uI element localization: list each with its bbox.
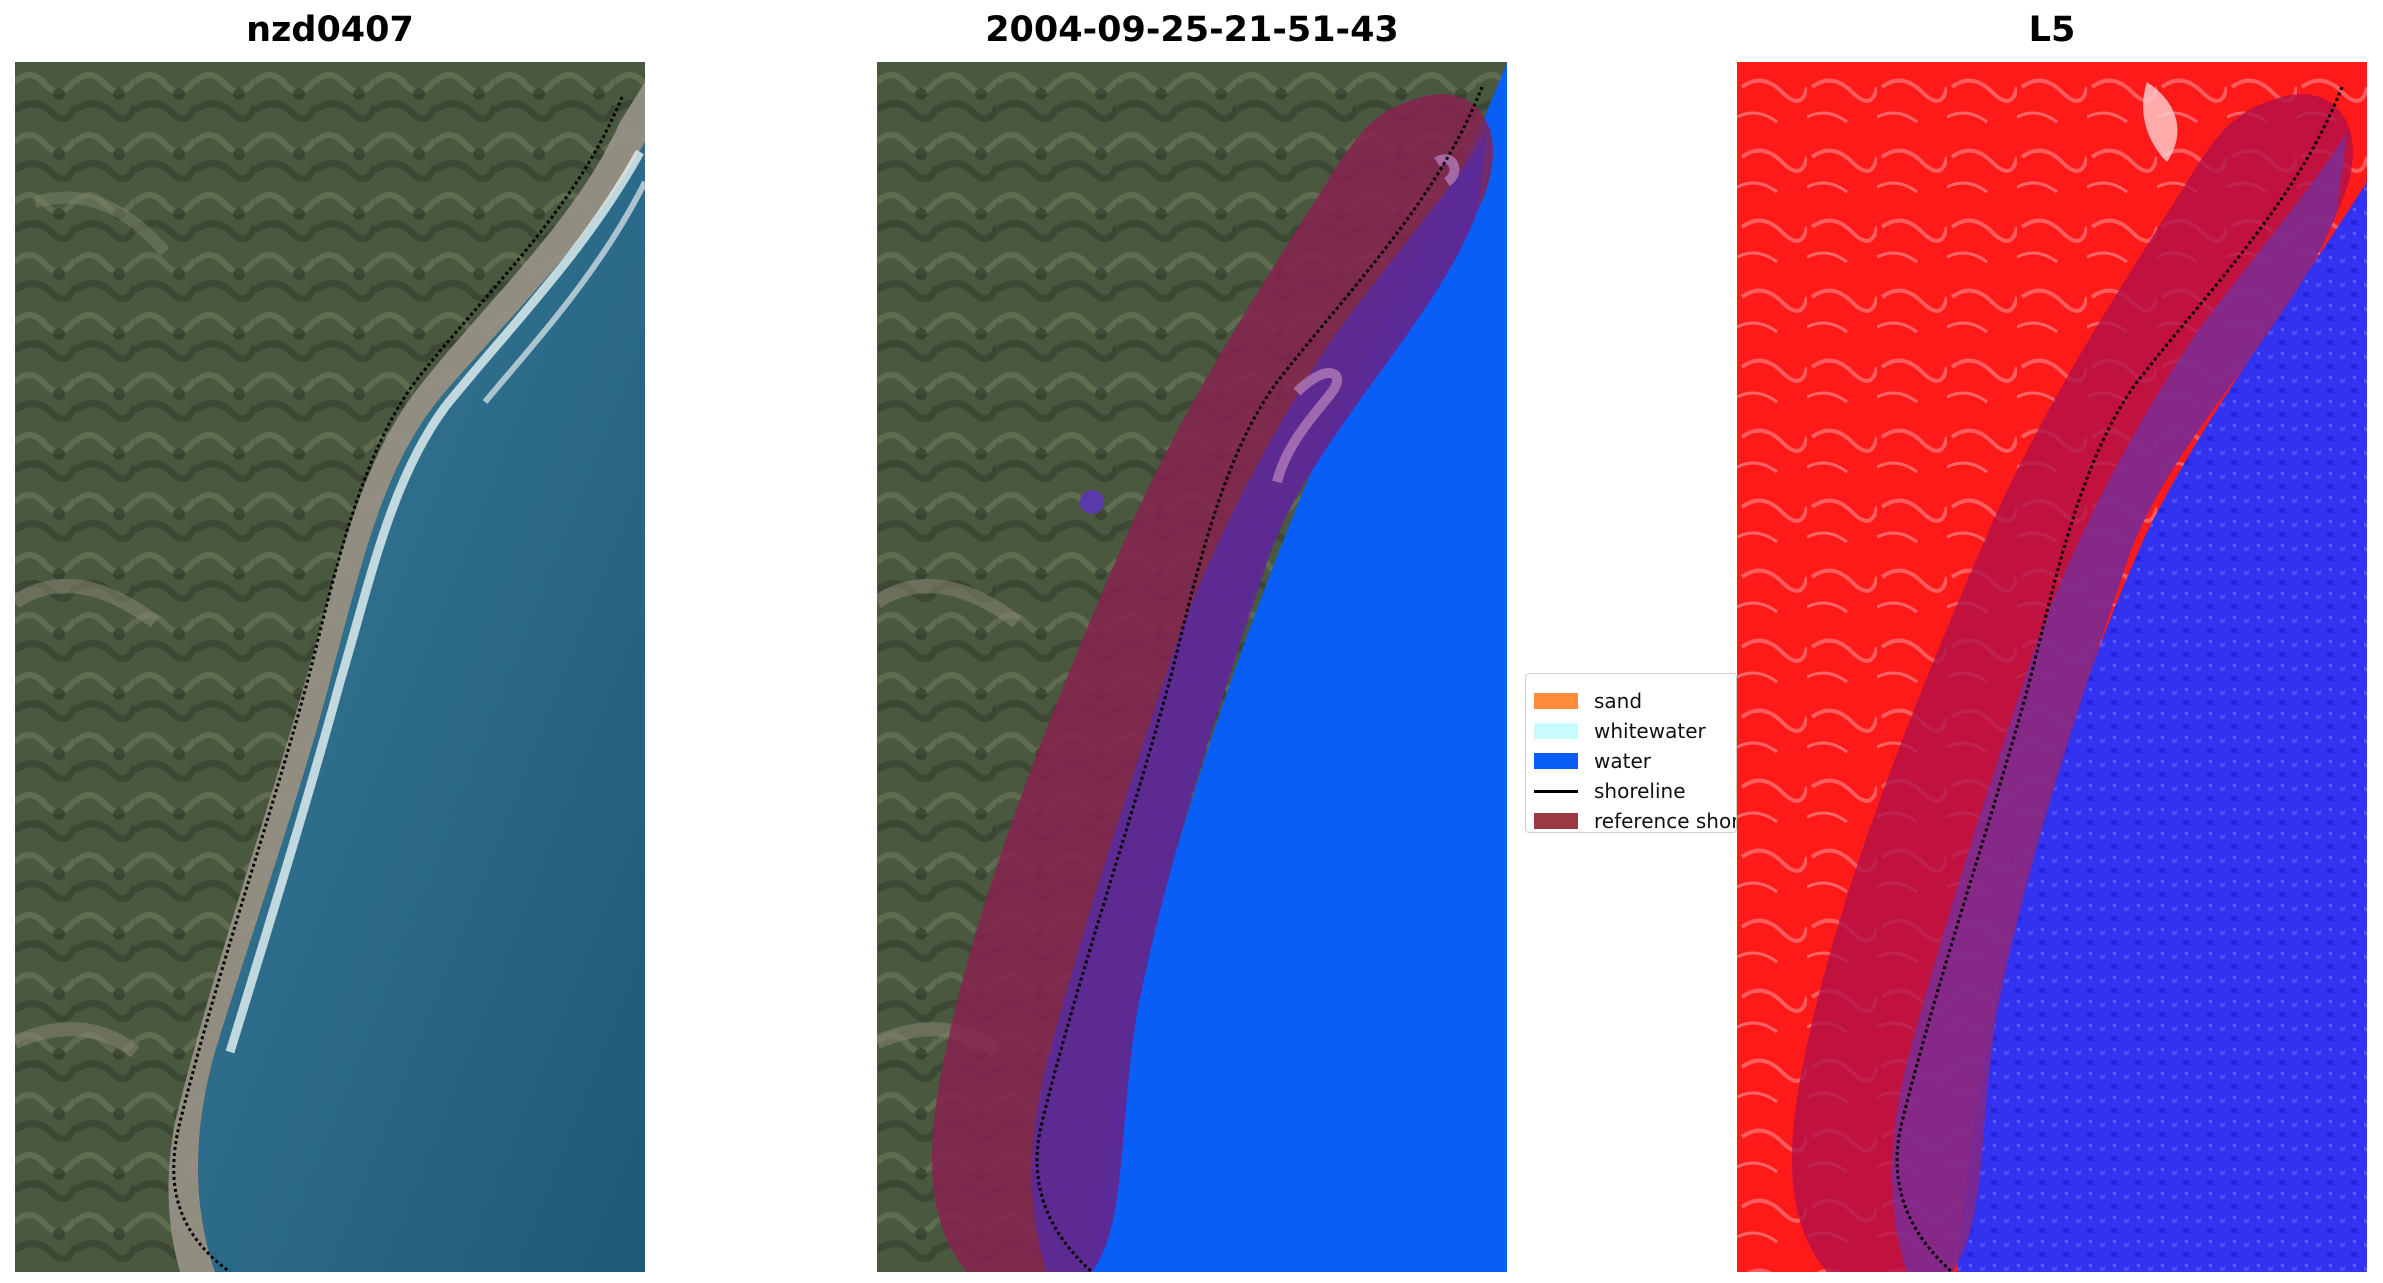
legend: sand whitewater water shoreline referenc…: [1525, 673, 1737, 833]
water-swatch: [1534, 753, 1578, 769]
panel-title-index: L5: [2028, 10, 2076, 50]
index-water-region: [1957, 182, 2367, 1272]
legend-item-whitewater: whitewater: [1534, 718, 1706, 744]
classified-image: [877, 62, 1507, 1272]
legend-item-shoreline: shoreline: [1534, 778, 1686, 804]
whitewater-swatch: [1534, 723, 1578, 739]
water-class-region: [1092, 62, 1507, 1272]
legend-label-sand: sand: [1594, 689, 1643, 713]
sand-swatch: [1534, 693, 1578, 709]
legend-item-water: water: [1534, 748, 1651, 774]
panel-title-rgb: nzd0407: [246, 10, 414, 50]
shoreline-line-swatch: [1534, 789, 1578, 793]
index-image-svg: [1737, 62, 2367, 1272]
rgb-image-svg: [15, 62, 645, 1272]
reference-buffer-swatch: [1534, 813, 1578, 829]
legend-label-reference-buffer: reference shoreline buffer: [1594, 809, 1737, 833]
legend-item-reference-buffer: reference shoreline buffer: [1534, 808, 1737, 833]
legend-label-whitewater: whitewater: [1594, 719, 1706, 743]
classified-image-svg: [877, 62, 1507, 1272]
legend-label-water: water: [1594, 749, 1651, 773]
legend-label-shoreline: shoreline: [1594, 779, 1686, 803]
legend-item-sand: sand: [1534, 688, 1642, 714]
panel-title-classified: 2004-09-25-21-51-43: [985, 10, 1399, 50]
index-image: [1737, 62, 2367, 1272]
rgb-satellite-image: [15, 62, 645, 1272]
